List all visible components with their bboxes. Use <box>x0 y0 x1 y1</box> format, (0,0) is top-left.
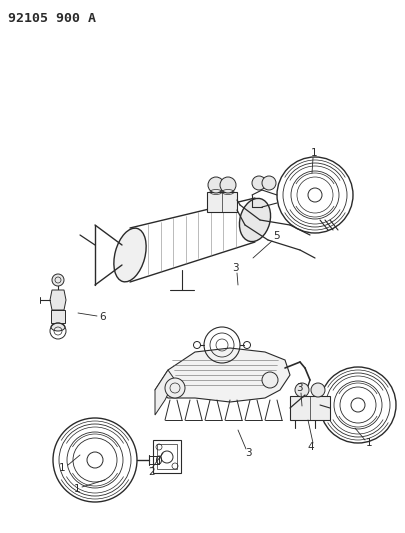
Text: 4: 4 <box>308 442 314 452</box>
Polygon shape <box>50 290 66 310</box>
Circle shape <box>208 177 224 193</box>
Text: 2: 2 <box>149 467 155 477</box>
Polygon shape <box>207 192 237 212</box>
Text: 1: 1 <box>59 463 65 473</box>
Text: 3: 3 <box>296 383 302 393</box>
Circle shape <box>165 378 185 398</box>
Text: 6: 6 <box>100 312 106 322</box>
Ellipse shape <box>114 228 146 282</box>
Circle shape <box>252 176 266 190</box>
Text: 3: 3 <box>245 448 252 458</box>
Polygon shape <box>155 348 290 402</box>
Text: 5: 5 <box>273 231 279 241</box>
Polygon shape <box>290 396 330 420</box>
Text: 92105 900 A: 92105 900 A <box>8 12 96 25</box>
Text: 1: 1 <box>366 438 372 448</box>
Ellipse shape <box>51 323 65 331</box>
Text: 1: 1 <box>74 484 80 494</box>
Circle shape <box>262 372 278 388</box>
Polygon shape <box>51 310 65 323</box>
Circle shape <box>295 383 309 397</box>
Polygon shape <box>155 370 175 415</box>
Ellipse shape <box>239 198 271 241</box>
Circle shape <box>262 176 276 190</box>
Circle shape <box>311 383 325 397</box>
Circle shape <box>52 274 64 286</box>
Text: 3: 3 <box>232 263 238 273</box>
Circle shape <box>220 177 236 193</box>
Text: 1: 1 <box>311 148 317 158</box>
